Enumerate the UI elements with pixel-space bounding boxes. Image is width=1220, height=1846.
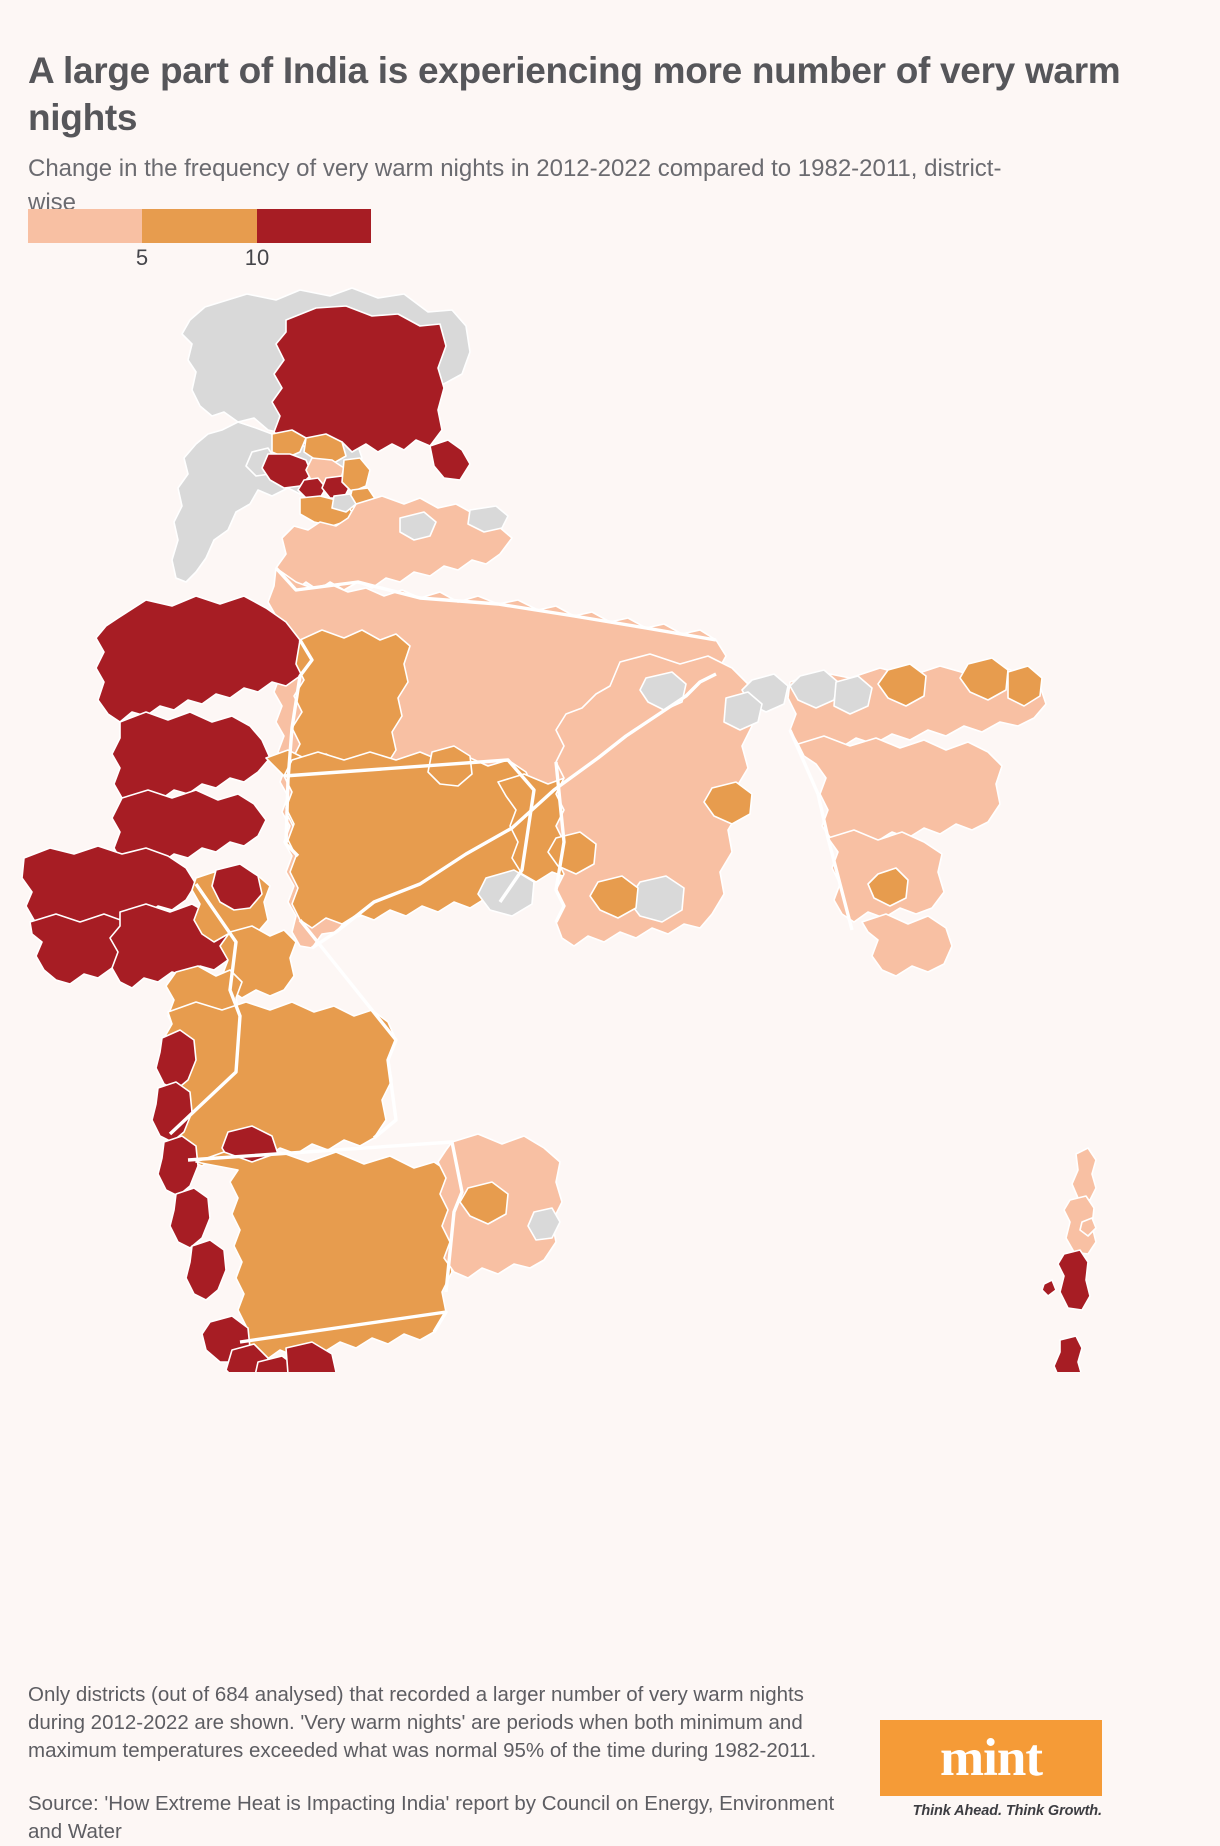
legend-tick-10: 10: [245, 245, 269, 271]
legend-tick-5: 5: [136, 245, 148, 271]
color-legend: 5 10: [28, 209, 373, 275]
india-choropleth-map: .d { stroke:#ffffff; stroke-width:1.6; s…: [0, 282, 1220, 1372]
region-konkan-high-5: [186, 1240, 226, 1300]
region-himachal-mid-b: [342, 458, 370, 492]
mint-logo: mint Think Ahead. Think Growth.: [880, 1720, 1102, 1819]
footnote-text: Only districts (out of 684 analysed) tha…: [28, 1681, 838, 1766]
mint-logo-box: mint: [880, 1720, 1102, 1796]
region-konkan-high-3: [158, 1136, 198, 1196]
map-svg: .d { stroke:#ffffff; stroke-width:1.6; s…: [0, 282, 1220, 1372]
legend-ticks: 5 10: [28, 243, 371, 273]
mint-logo-wordmark: mint: [940, 1732, 1042, 1785]
page-title: A large part of India is experiencing mo…: [28, 47, 1178, 142]
region-konkan-high-4: [170, 1188, 210, 1248]
region-northeast-low-4: [862, 914, 952, 976]
legend-swatch-low: [28, 209, 142, 243]
region-nicobar: [1054, 1336, 1082, 1372]
region-andaman-north: [1072, 1148, 1096, 1200]
legend-bar: [28, 209, 371, 243]
region-northeast-low-2: [798, 736, 1002, 846]
region-ladakh-east-extension: [430, 440, 470, 480]
legend-swatch-mid: [142, 209, 256, 243]
legend-swatch-high: [257, 209, 371, 243]
map-regions: [22, 288, 1096, 1372]
region-andaman-south: [1058, 1250, 1090, 1310]
region-andaman-islet-small-2: [1042, 1280, 1056, 1296]
mint-logo-tagline: Think Ahead. Think Growth.: [880, 1803, 1102, 1819]
source-text: Source: 'How Extreme Heat is Impacting I…: [28, 1790, 838, 1846]
region-maharashtra-mid: [164, 1002, 396, 1166]
region-aksai-chin: [272, 306, 446, 452]
